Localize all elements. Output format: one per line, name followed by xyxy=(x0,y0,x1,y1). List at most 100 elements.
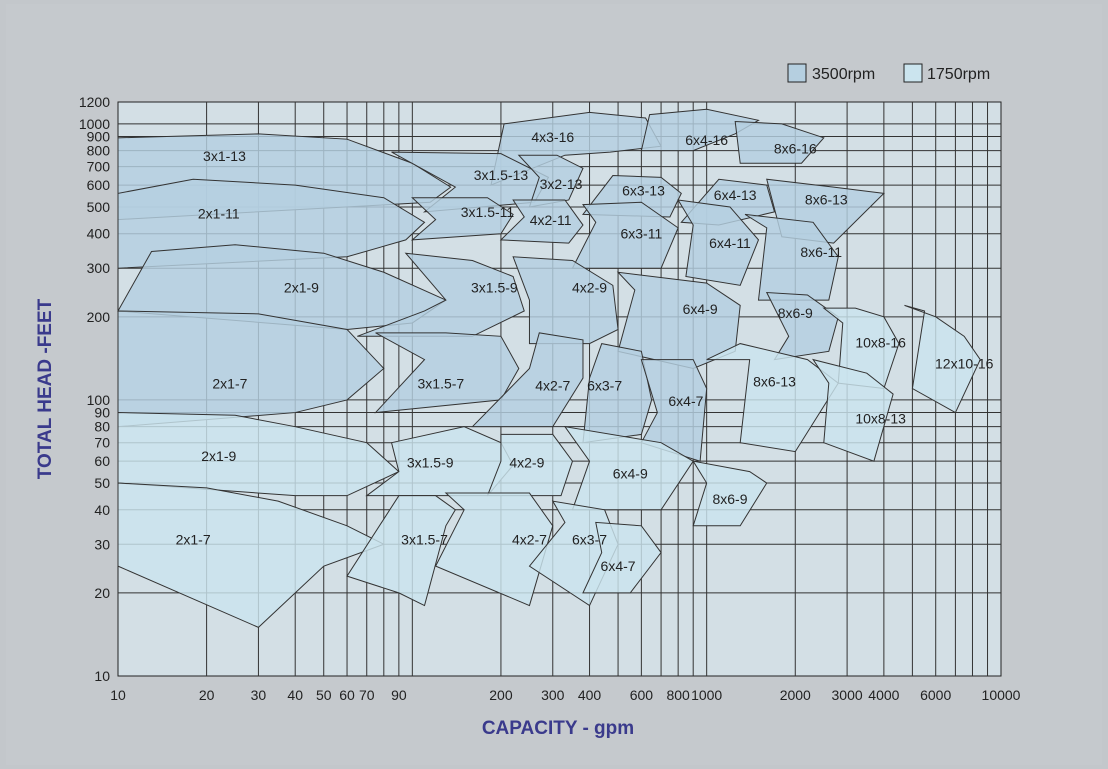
y-tick-label: 40 xyxy=(94,502,110,518)
pump-label: 4x2-7 xyxy=(535,378,570,394)
legend: 3500rpm 1750rpm xyxy=(787,63,990,83)
pump-region-4x2-9-3500rpm xyxy=(512,256,619,345)
pump-label: 8x6-9 xyxy=(778,305,813,321)
y-tick-label: 200 xyxy=(87,309,111,325)
pump-region-4x2-9-1750rpm xyxy=(486,433,574,497)
y-tick-label: 600 xyxy=(87,177,111,193)
x-tick-label: 400 xyxy=(578,687,602,703)
pump-label: 6x3-13 xyxy=(622,183,665,199)
pump-label: 8x6-16 xyxy=(774,141,817,157)
pump-region-2x1-11-3500rpm xyxy=(117,178,426,269)
pump-region-10x8-13-1750rpm xyxy=(812,358,894,462)
x-tick-label: 10000 xyxy=(982,687,1021,703)
x-tick-labels: 10 20 30 40 50 60 70 90 200 300 400 600 800 1000 2000 3… xyxy=(110,687,1020,703)
x-tick-label: 60 xyxy=(339,687,355,703)
pump-region-4x2-11-3500rpm xyxy=(499,199,584,244)
pump-label: 6x4-9 xyxy=(683,301,718,317)
pump-label: 6x4-7 xyxy=(668,393,703,409)
pump-region-8x6-9-1750rpm xyxy=(692,460,768,527)
x-tick-label: 6000 xyxy=(920,687,951,703)
pump-label: 6x4-7 xyxy=(601,558,636,574)
x-tick-label: 600 xyxy=(630,687,654,703)
pump-label: 6x3-7 xyxy=(572,531,607,547)
pump-label: 8x6-11 xyxy=(800,244,842,260)
pump-region-12x10-16-1750rpm xyxy=(904,304,981,414)
legend-swatch-3500rpm xyxy=(787,63,807,83)
pump-label: 10x8-13 xyxy=(855,411,906,427)
x-tick-label: 300 xyxy=(541,687,565,703)
pump-region-4x2-7-1750rpm xyxy=(434,492,554,607)
legend-swatch-1750rpm xyxy=(903,63,923,83)
pump-label: 8x6-13 xyxy=(805,192,848,208)
pump-label: 4x2-9 xyxy=(509,454,544,470)
pump-region-3x1.5-9-3500rpm xyxy=(357,252,525,337)
x-tick-label: 2000 xyxy=(780,687,811,703)
y-tick-label: 400 xyxy=(87,226,111,242)
pump-region-8x6-9-3500rpm xyxy=(765,291,839,361)
y-tick-label: 100 xyxy=(87,392,111,408)
pump-label: 2x1-9 xyxy=(284,279,319,295)
pump-label: 4x2-11 xyxy=(530,212,572,228)
pump-label: 6x4-13 xyxy=(714,187,757,203)
pump-region-8x6-16-3500rpm xyxy=(734,120,825,164)
pump-coverage-chart: 4x3-16 6x4-16 8x6-16 3x1-13 3x1.5-13 3x2-13 6x… xyxy=(35,63,1021,739)
pump-region-2x1-7-3500rpm xyxy=(117,310,385,428)
pump-regions xyxy=(117,108,981,628)
pump-region-2x1-9-1750rpm xyxy=(117,412,400,497)
pump-label: 4x2-7 xyxy=(512,531,547,547)
pump-label: 8x6-9 xyxy=(712,491,747,507)
chart-frame: 4x3-16 6x4-16 8x6-16 3x1-13 3x1.5-13 3x2-13 6x… xyxy=(6,4,1102,765)
pump-label: 3x1.5-11 xyxy=(461,204,515,220)
pump-label: 6x3-7 xyxy=(587,378,622,394)
x-tick-label: 4000 xyxy=(868,687,899,703)
x-tick-label: 90 xyxy=(391,687,407,703)
pump-region-8x6-13-1750rpm xyxy=(706,343,839,453)
y-tick-label: 900 xyxy=(87,128,111,144)
pump-label: 6x4-16 xyxy=(685,132,728,148)
y-tick-label: 90 xyxy=(94,405,110,421)
x-tick-label: 200 xyxy=(489,687,513,703)
pump-label: 6x4-9 xyxy=(613,465,648,481)
y-tick-label: 70 xyxy=(94,435,110,451)
pump-label: 6x3-11 xyxy=(620,225,662,241)
pump-region-3x1.5-7-1750rpm xyxy=(346,495,457,607)
pump-label: 2x1-9 xyxy=(201,448,236,464)
x-tick-label: 20 xyxy=(199,687,215,703)
pump-region-6x3-11-3500rpm xyxy=(571,201,679,269)
y-tick-label: 700 xyxy=(87,159,111,175)
pump-region-6x3-7-3500rpm xyxy=(582,343,653,444)
pump-label: 4x2-9 xyxy=(572,279,607,295)
y-tick-label: 10 xyxy=(94,668,110,684)
y-axis-title: TOTAL HEAD -FEET xyxy=(35,298,56,479)
pump-label: 2x1-11 xyxy=(198,205,240,221)
pump-label: 3x1.5-9 xyxy=(407,454,454,470)
pump-region-4x2-7-3500rpm xyxy=(471,332,584,428)
pump-label: 3x1.5-7 xyxy=(401,531,448,547)
x-tick-label: 70 xyxy=(359,687,375,703)
y-tick-label: 1000 xyxy=(79,116,110,132)
y-tick-label: 20 xyxy=(94,585,110,601)
y-tick-label: 60 xyxy=(94,453,110,469)
pump-labels: 4x3-16 6x4-16 8x6-16 3x1-13 3x1.5-13 3x2-13 6x… xyxy=(176,129,994,574)
pump-label: 2x1-7 xyxy=(176,531,211,547)
x-tick-label: 10 xyxy=(110,687,126,703)
pump-region-8x6-11-3500rpm xyxy=(744,213,839,301)
x-tick-label: 1000 xyxy=(691,687,722,703)
pump-label: 10x8-16 xyxy=(855,334,906,350)
legend-label-3500rpm: 3500rpm xyxy=(812,66,875,83)
x-tick-label: 3000 xyxy=(832,687,863,703)
y-tick-label: 800 xyxy=(87,143,111,159)
pump-label: 6x4-11 xyxy=(709,235,751,251)
pump-region-3x2-13-3500rpm xyxy=(517,154,584,208)
pump-label: 3x1.5-9 xyxy=(471,279,518,295)
pump-label: 8x6-13 xyxy=(753,373,796,389)
y-tick-label: 50 xyxy=(94,475,110,491)
pump-region-6x4-11-3500rpm xyxy=(677,199,760,286)
x-tick-label: 40 xyxy=(287,687,303,703)
y-tick-label: 300 xyxy=(87,260,111,276)
pump-region-6x4-7-3500rpm xyxy=(640,359,708,462)
y-tick-label: 1200 xyxy=(79,94,110,110)
legend-label-1750rpm: 1750rpm xyxy=(927,66,990,83)
x-tick-label: 800 xyxy=(666,687,690,703)
